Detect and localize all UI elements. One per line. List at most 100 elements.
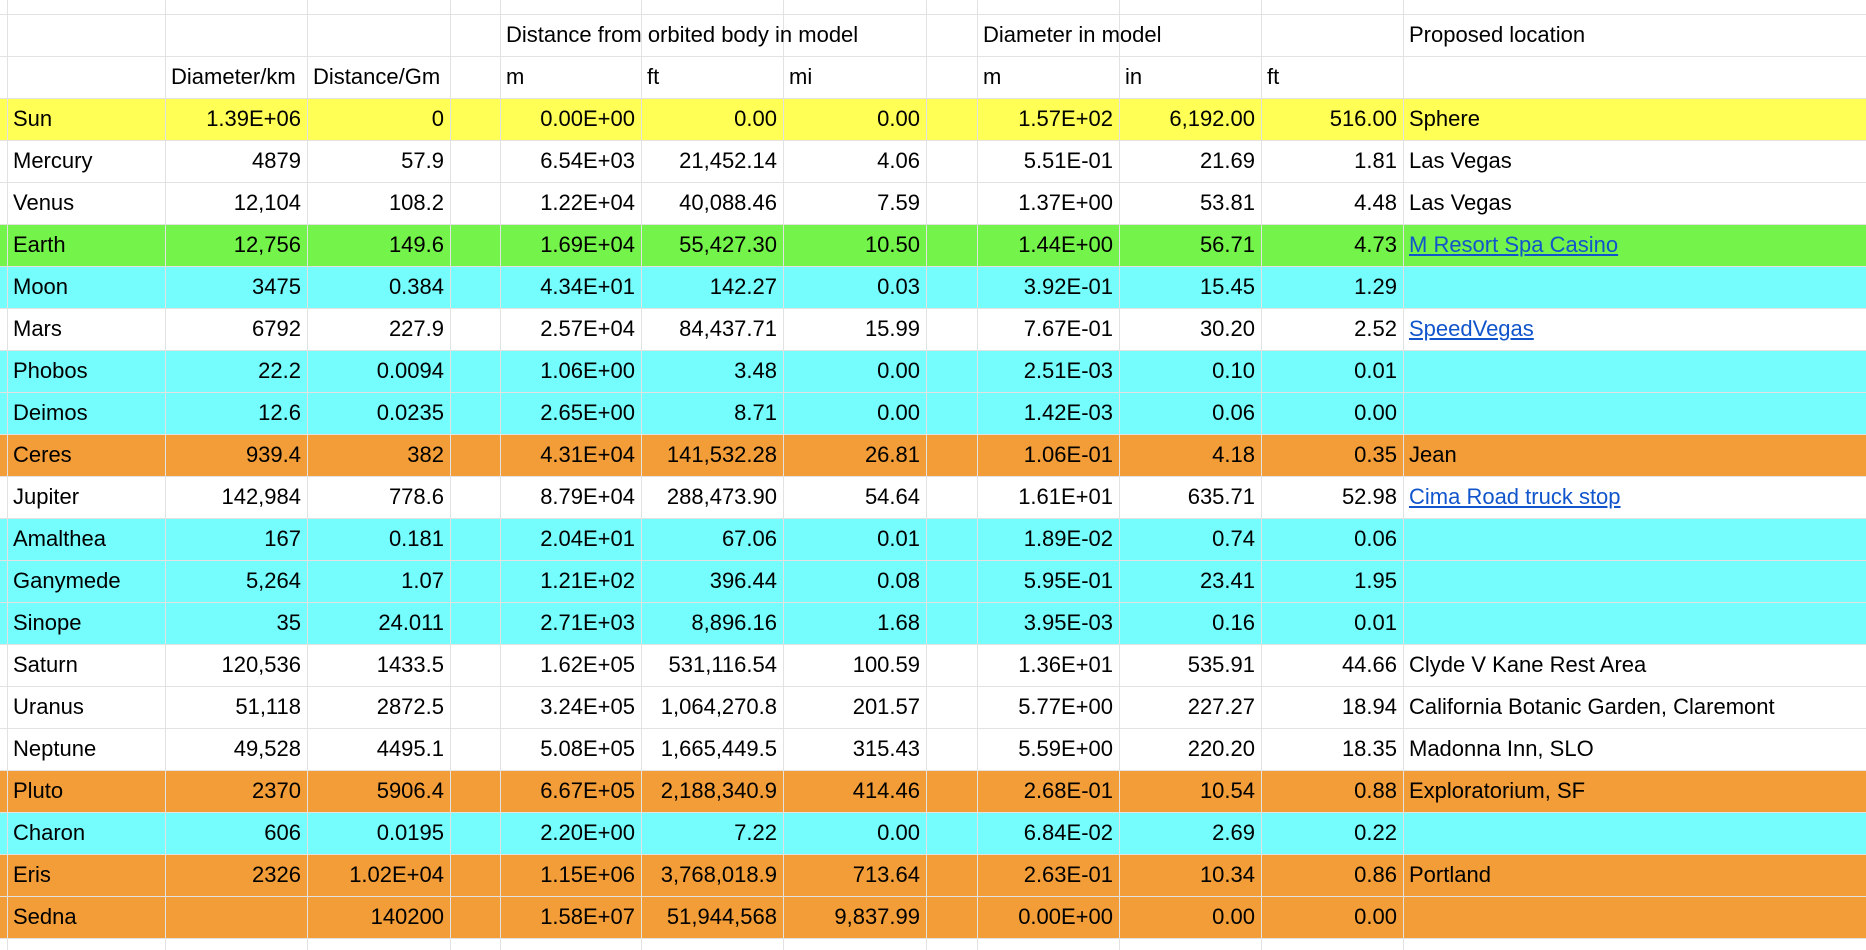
- cell: 4.34E+01: [540, 274, 635, 299]
- cell: 1.69E+04: [540, 232, 635, 257]
- cell: 1.06E-01: [1023, 442, 1113, 467]
- row-background: [0, 770, 1866, 812]
- cell: 1.21E+02: [540, 568, 635, 593]
- grid-line: [1261, 0, 1262, 950]
- cell: 0.384: [388, 274, 444, 299]
- cell: 0.0094: [376, 358, 444, 383]
- grid-line: [0, 98, 1866, 99]
- cell: 57.9: [401, 148, 444, 173]
- cell: 55,427.30: [679, 232, 777, 257]
- cell: 3.48: [734, 358, 777, 383]
- cell: Sedna: [13, 904, 77, 929]
- cell: 4879: [252, 148, 301, 173]
- grid-line: [783, 0, 784, 950]
- cell: Jupiter: [13, 484, 80, 509]
- cell: 2.71E+03: [540, 610, 635, 635]
- cell: mi: [789, 64, 813, 89]
- cell: 149.6: [388, 232, 444, 257]
- cell: 2.04E+01: [540, 526, 635, 551]
- cell: 516.00: [1329, 106, 1397, 131]
- cell: Distance from orbited body in model: [506, 22, 859, 47]
- cell: in: [1125, 64, 1143, 89]
- cell: 2370: [252, 778, 301, 803]
- cell: 5906.4: [376, 778, 444, 803]
- cell: Jean: [1409, 442, 1457, 467]
- cell: 939.4: [245, 442, 301, 467]
- grid-line: [0, 896, 1866, 897]
- link-cell[interactable]: M Resort Spa Casino: [1409, 232, 1619, 257]
- grid-line: [0, 350, 1866, 351]
- cell: 0.00: [877, 358, 920, 383]
- cell: 0.00: [1354, 904, 1397, 929]
- cell: 2.57E+04: [540, 316, 635, 341]
- cell: 1.22E+04: [540, 190, 635, 215]
- cell: 4.06: [877, 148, 920, 173]
- cell: 6.84E-02: [1023, 820, 1113, 845]
- cell: 1.62E+05: [540, 652, 635, 677]
- cell: 3,768,018.9: [660, 862, 777, 887]
- grid-line: [0, 434, 1866, 435]
- cell: 0.74: [1212, 526, 1255, 551]
- cell: 51,118: [235, 694, 301, 719]
- grid-line: [0, 392, 1866, 393]
- cell: 5.95E-01: [1023, 568, 1113, 593]
- cell: 0.181: [388, 526, 444, 551]
- grid-line: [0, 518, 1866, 519]
- cell: 8.79E+04: [540, 484, 635, 509]
- cell: Ganymede: [13, 568, 121, 593]
- cell: 0.10: [1212, 358, 1255, 383]
- cell: 18.35: [1341, 736, 1397, 761]
- cell: 531,116.54: [668, 652, 777, 677]
- cell: 0.86: [1354, 862, 1397, 887]
- cell: Las Vegas: [1409, 190, 1512, 215]
- cell: 6.54E+03: [540, 148, 635, 173]
- grid-line: [7, 0, 8, 950]
- cell: 21.69: [1199, 148, 1255, 173]
- grid-line: [0, 140, 1866, 141]
- cell: 51,944,568: [666, 904, 777, 929]
- grid-line: [0, 938, 1866, 939]
- cell: 227.27: [1187, 694, 1255, 719]
- cell: 2,188,340.9: [660, 778, 777, 803]
- cell: 12.6: [258, 400, 301, 425]
- grid-line: [1403, 0, 1404, 950]
- cell: 53.81: [1199, 190, 1255, 215]
- grid-line: [165, 0, 166, 950]
- cell: 1.06E+00: [540, 358, 635, 383]
- cell: 44.66: [1341, 652, 1397, 677]
- cell: 1,064,270.8: [660, 694, 777, 719]
- cell: 4495.1: [376, 736, 444, 761]
- row-background: [0, 896, 1866, 938]
- cell: 108.2: [388, 190, 444, 215]
- cell: 0.00: [877, 400, 920, 425]
- grid-line: [0, 224, 1866, 225]
- cell: 7.67E-01: [1023, 316, 1113, 341]
- cell: m: [506, 64, 525, 89]
- row-background: [0, 350, 1866, 392]
- grid-line: [926, 0, 927, 950]
- cell: 227.9: [388, 316, 444, 341]
- link-cell[interactable]: Cima Road truck stop: [1409, 484, 1621, 509]
- cell: 3.92E-01: [1023, 274, 1113, 299]
- cell: 0.0235: [376, 400, 444, 425]
- cell: 0.00: [734, 106, 777, 131]
- cell: 0.01: [1354, 610, 1397, 635]
- grid-line: [0, 602, 1866, 603]
- cell: Earth: [13, 232, 66, 257]
- cell: Neptune: [13, 736, 97, 761]
- cell: 120,536: [221, 652, 301, 677]
- link-cell[interactable]: SpeedVegas: [1409, 316, 1534, 341]
- cell: 142,984: [221, 484, 301, 509]
- cell: 4.48: [1354, 190, 1397, 215]
- cell: 9,837.99: [834, 904, 920, 929]
- row-background: [0, 602, 1866, 644]
- cell: 2326: [252, 862, 301, 887]
- cell: 2.69: [1212, 820, 1255, 845]
- cell: 1.57E+02: [1018, 106, 1113, 131]
- cell: 40,088.46: [679, 190, 777, 215]
- cell: 201.57: [852, 694, 920, 719]
- cell: 5.51E-01: [1023, 148, 1113, 173]
- cell: Clyde V Kane Rest Area: [1409, 652, 1647, 677]
- cell: Diameter in model: [983, 22, 1162, 47]
- cell: 396.44: [709, 568, 777, 593]
